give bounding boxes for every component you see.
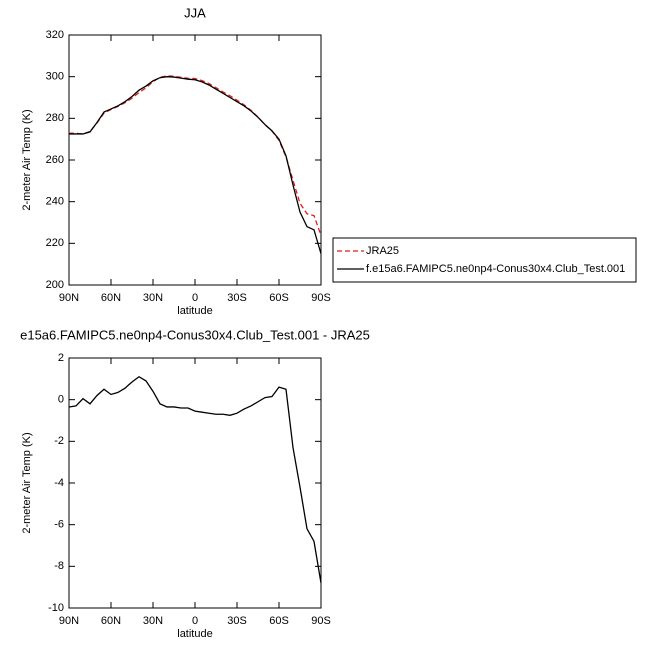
y-axis-label: 2-meter Air Temp (K) [21,432,33,533]
x-tick-label: 90S [311,615,331,627]
x-axis-label: latitude [177,628,212,640]
x-tick-label: 90N [59,615,79,627]
data-line [69,76,322,254]
x-tick-label: 90S [311,292,331,304]
plot-frame [68,357,322,609]
y-tick-label: 280 [46,112,64,124]
x-tick-label: 60N [101,615,121,627]
y-tick-label: 200 [46,279,64,291]
y-tick-label: 0 [58,394,64,406]
y-tick-label: 240 [46,196,64,208]
data-line [68,375,322,584]
y-tick-label: -2 [54,435,64,447]
y-tick-label: -4 [54,477,64,489]
y-tick-label: 300 [46,71,64,83]
y-tick-label: 260 [46,154,64,166]
x-tick-label: 60N [101,292,121,304]
x-tick-label: 0 [192,615,198,627]
x-tick-label: 0 [192,292,198,304]
data-line [68,75,322,236]
x-tick-label: 30S [227,615,247,627]
chart-title: JJA [184,5,206,20]
plot-frame [68,34,322,286]
y-tick-label: -6 [54,519,64,531]
legend-label: f.e15a6.FAMIPC5.ne0np4-Conus30x4.Club_Te… [366,263,625,275]
y-tick-label: 2 [58,352,64,364]
x-tick-label: 90N [59,292,79,304]
chart-title: e15a6.FAMIPC5.ne0np4-Conus30x4.Club_Test… [20,327,370,342]
y-tick-label: -8 [54,560,64,572]
y-tick-label: -10 [48,602,64,614]
x-tick-label: 30N [143,292,163,304]
y-tick-label: 320 [46,29,64,41]
legend-label: JRA25 [366,245,399,257]
x-axis-label: latitude [177,305,212,317]
x-tick-label: 30S [227,292,247,304]
legend-box [332,237,637,283]
x-tick-label: 60S [269,292,289,304]
x-tick-label: 30N [143,615,163,627]
x-tick-label: 60S [269,615,289,627]
y-tick-label: 220 [46,237,64,249]
y-axis-label: 2-meter Air Temp (K) [21,109,33,210]
